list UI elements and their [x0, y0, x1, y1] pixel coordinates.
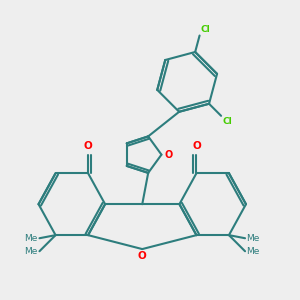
Text: Cl: Cl: [200, 25, 210, 34]
Text: O: O: [84, 141, 92, 151]
Text: Cl: Cl: [222, 117, 232, 126]
Text: Me: Me: [25, 234, 38, 243]
Text: O: O: [165, 150, 173, 160]
Text: O: O: [192, 141, 201, 151]
Text: Me: Me: [247, 247, 260, 256]
Text: O: O: [138, 250, 147, 261]
Text: Me: Me: [247, 234, 260, 243]
Text: Me: Me: [25, 247, 38, 256]
